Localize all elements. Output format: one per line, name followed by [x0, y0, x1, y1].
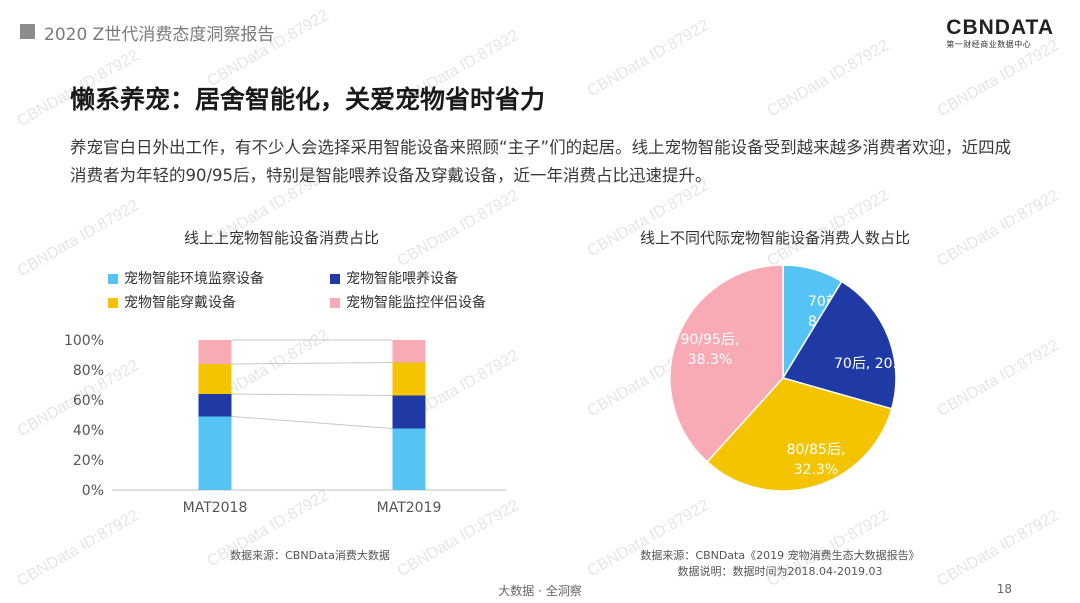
bar-segment — [392, 340, 426, 363]
connector-line — [231, 362, 393, 365]
bar-segment — [198, 416, 232, 490]
bar-chart-source: 数据来源：CBNData消费大数据 — [230, 549, 390, 562]
connector-line — [231, 416, 393, 429]
pie-slice-label: 70后, 20.7% — [834, 356, 919, 372]
stacked-bar-chart: 0% 20% 40% 60% 80% 100% MAT2018 MAT2019 — [64, 333, 506, 516]
y-tick-label: 40% — [73, 423, 104, 439]
page-number: 18 — [996, 582, 1012, 596]
pie-chart-source: 数据来源：CBNData《2019 宠物消费生态大数据报告》 — [640, 549, 920, 562]
header-square-icon — [20, 24, 35, 39]
legend-swatch — [108, 274, 118, 284]
legend-item-environment: 宠物智能环境监察设备 — [108, 268, 264, 288]
watermark-text: CBNData ID:87922 — [764, 36, 892, 121]
bar-chart-title: 线上上宠物智能设备消费占比 — [184, 229, 380, 247]
legend-swatch — [108, 298, 118, 308]
legend-label: 宠物智能穿戴设备 — [124, 295, 236, 311]
pie-slice — [669, 264, 784, 463]
bar-segment — [392, 428, 426, 490]
y-tick-label: 0% — [82, 483, 104, 499]
legend-label: 宠物智能环境监察设备 — [124, 271, 264, 287]
x-category-label: MAT2018 — [183, 500, 248, 516]
pie-slice-label: 80/85后, 32.3% — [787, 442, 846, 478]
pie-chart-note: 数据说明：数据时间为2018.04-2019.03 — [677, 565, 883, 578]
logo-text: CBNDATA — [946, 16, 1054, 39]
watermark-text: CBNData ID:87922 — [584, 16, 712, 101]
legend-swatch — [330, 274, 340, 284]
cbndata-logo: CBNDATA 第一财经商业数据中心 — [946, 16, 1054, 50]
pie-slice — [706, 377, 893, 492]
x-category-label: MAT2019 — [377, 500, 442, 516]
y-tick-label: 20% — [73, 453, 104, 469]
bar-segment — [392, 362, 426, 396]
pie-slice-label: 90/95后, 38.3% — [681, 332, 740, 368]
y-tick-label: 100% — [64, 333, 104, 349]
page-title: 懒系养宠：居舍智能化，关爱宠物省时省力 — [70, 85, 546, 114]
footer-slogan: 大数据 · 全洞察 — [498, 584, 582, 598]
legend-item-companion: 宠物智能监控伴侣设备 — [330, 292, 486, 312]
bar-segment — [198, 340, 232, 364]
bar-segment — [198, 364, 232, 394]
logo-subtitle: 第一财经商业数据中心 — [946, 40, 1032, 49]
legend-swatch — [330, 298, 340, 308]
pie-chart-title: 线上不同代际宠物智能设备消费人数占比 — [640, 229, 911, 247]
legend-item-feeding: 宠物智能喂养设备 — [330, 268, 458, 288]
bar-segment — [198, 394, 232, 417]
pie-slice — [781, 280, 897, 410]
report-title: 2020 Z世代消费态度洞察报告 — [44, 25, 275, 45]
legend-label: 宠物智能监控伴侣设备 — [346, 295, 486, 311]
summary-text: 养宠官白日外出工作，有不少人会选择采用智能设备来照顾“主子”们的起居。线上宠物智… — [70, 138, 1012, 185]
legend-item-wearable: 宠物智能穿戴设备 — [108, 292, 236, 312]
y-tick-label: 80% — [73, 363, 104, 379]
legend-label: 宠物智能喂养设备 — [346, 271, 458, 287]
bar-segment — [392, 395, 426, 429]
pie-chart: 70前,8.7%70后, 20.7%80/85后,32.3%90/95后,38.… — [669, 264, 919, 492]
connector-line — [231, 393, 393, 396]
y-tick-label: 60% — [73, 393, 104, 409]
